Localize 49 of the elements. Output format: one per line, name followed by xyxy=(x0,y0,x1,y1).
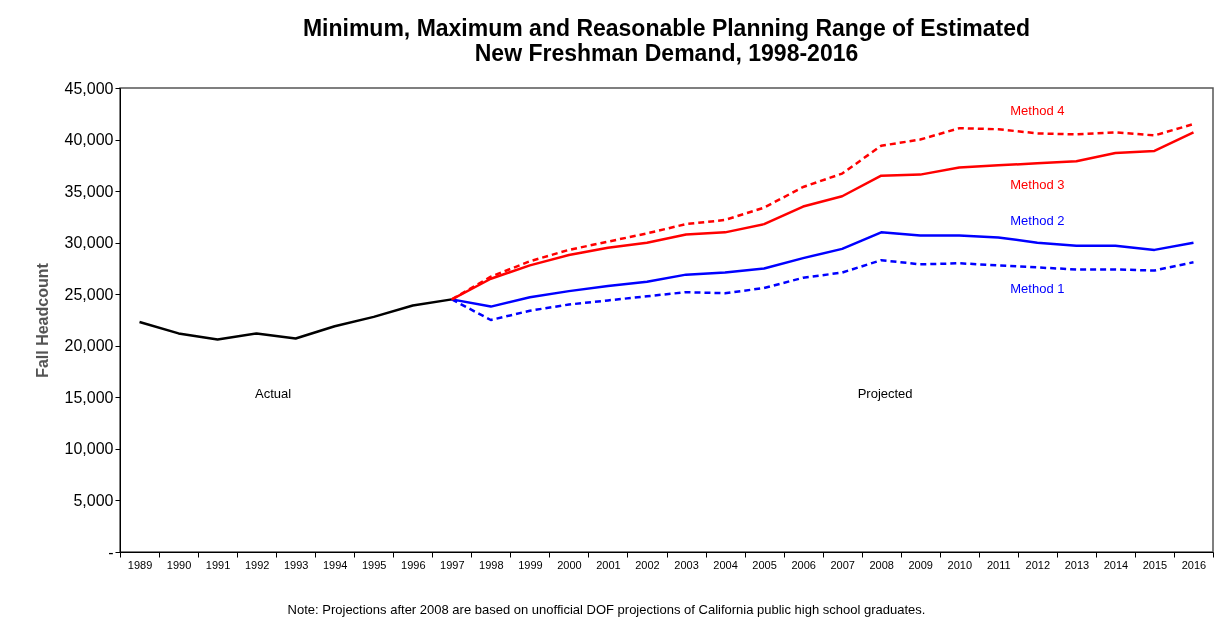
x-tick-label: 2004 xyxy=(713,558,738,571)
x-tick-label: 2008 xyxy=(869,558,894,571)
x-tick-label: 1991 xyxy=(205,558,231,571)
annotation: Actual xyxy=(254,386,292,402)
series-label: Method 1 xyxy=(1010,281,1065,297)
y-tick-label: 15,000 xyxy=(64,388,114,406)
x-tick-label: 2013 xyxy=(1064,558,1090,571)
y-tick-label: 5,000 xyxy=(73,491,114,509)
x-tick-label: 2010 xyxy=(947,558,973,571)
x-tick-label: 2011 xyxy=(986,558,1011,571)
x-tick-label: 2012 xyxy=(1025,558,1051,571)
x-tick-label: 1993 xyxy=(283,558,309,571)
y-tick-label: 30,000 xyxy=(64,234,114,252)
x-tick-label: 1989 xyxy=(127,558,153,571)
x-tick-label: 2014 xyxy=(1103,558,1129,571)
y-tick-label: 35,000 xyxy=(64,182,114,200)
text: New Freshman Demand, 1998-2016 xyxy=(474,40,859,66)
x-tick-label: 2003 xyxy=(674,558,699,571)
x-tick-label: 1998 xyxy=(479,558,504,571)
annotation: Projected xyxy=(857,386,913,402)
y-tick-label: 25,000 xyxy=(64,285,114,303)
series-label: Method 4 xyxy=(1010,103,1065,119)
x-tick-label: 2007 xyxy=(830,558,855,571)
y-tick-label: 20,000 xyxy=(64,337,114,355)
x-tick-label: 2006 xyxy=(791,558,816,571)
x-tick-label: 1997 xyxy=(440,558,465,571)
y-tick-label: 45,000 xyxy=(64,79,114,97)
x-tick-label: 1995 xyxy=(361,558,387,571)
x-tick-label: 1990 xyxy=(166,558,192,571)
x-tick-label: 1994 xyxy=(322,558,348,571)
x-tick-label: 2001 xyxy=(596,558,621,571)
y-axis-title: Fall Headcount xyxy=(33,262,51,378)
series-label: Method 2 xyxy=(1010,212,1065,228)
x-tick-label: 2009 xyxy=(908,558,933,571)
text: Note: Projections after 2008 are based on unofficial DOF projections of California public high school graduates. xyxy=(287,602,926,617)
x-tick-label: 2002 xyxy=(635,558,660,571)
y-tick-label: - xyxy=(108,543,114,561)
x-tick-label: 1999 xyxy=(518,558,543,571)
x-tick-label: 1992 xyxy=(244,558,270,571)
line-series xyxy=(138,298,454,341)
x-tick-label: 2015 xyxy=(1142,558,1168,571)
x-tick-label: 1996 xyxy=(401,558,426,571)
y-tick-label: 10,000 xyxy=(64,440,114,458)
text: Minimum, Maximum and Reasonable Planning Range of Estimated xyxy=(302,15,1031,41)
y-tick-label: 40,000 xyxy=(64,131,114,149)
x-tick-label: 2005 xyxy=(752,558,777,571)
x-tick-label: 2000 xyxy=(557,558,582,571)
x-tick-label: 2016 xyxy=(1181,558,1207,571)
series-label: Method 3 xyxy=(1010,177,1065,193)
